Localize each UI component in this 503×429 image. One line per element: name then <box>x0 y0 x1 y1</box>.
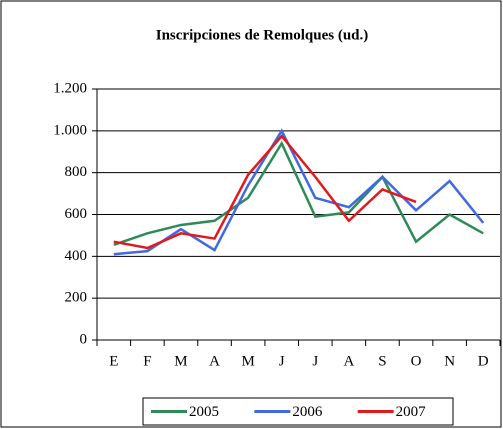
x-tick-label: M <box>174 353 187 369</box>
y-tick-label: 1.200 <box>53 80 87 96</box>
series-line <box>113 134 417 250</box>
y-tick-label: 600 <box>65 206 88 222</box>
series-line <box>113 128 485 256</box>
y-tick-label: 1.000 <box>53 122 87 138</box>
legend-box <box>142 397 454 426</box>
legend-label: 2005 <box>189 404 219 420</box>
x-tick-label: A <box>209 353 220 369</box>
x-tick-label: O <box>411 353 422 369</box>
y-tick-label: 0 <box>80 331 88 347</box>
x-tick-label: E <box>109 353 118 369</box>
x-tick-label: D <box>478 353 489 369</box>
series-line <box>113 140 484 247</box>
x-tick-label: J <box>279 353 285 369</box>
x-tick-label: S <box>378 353 386 369</box>
x-tick-label: F <box>143 353 151 369</box>
x-tick-label: M <box>241 353 254 369</box>
chart-title: Inscripciones de Remolques (ud.) <box>156 27 369 43</box>
y-tick-label: 800 <box>65 164 88 180</box>
legend-label: 2007 <box>396 404 427 420</box>
legend-label: 2006 <box>292 404 323 420</box>
x-tick-label: J <box>312 353 318 369</box>
y-tick-label: 200 <box>65 290 88 306</box>
x-tick-label: N <box>444 353 455 369</box>
x-tick-label: A <box>343 353 354 369</box>
y-tick-label: 400 <box>65 248 88 264</box>
